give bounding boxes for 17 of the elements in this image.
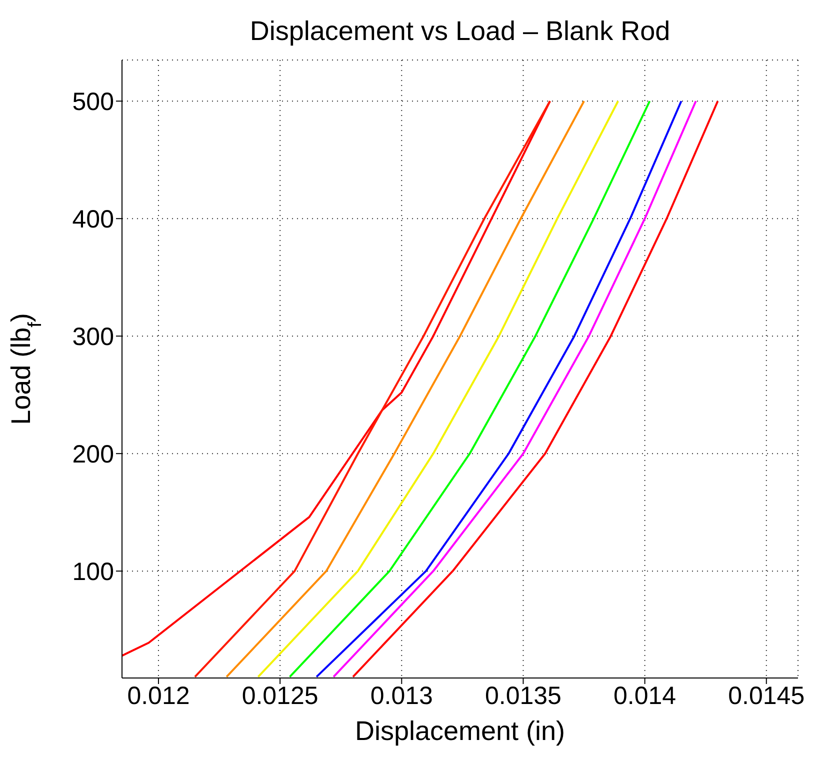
x-tick-label: 0.0135 bbox=[484, 682, 562, 710]
line-series bbox=[194, 100, 551, 678]
y-tick-label: 400 bbox=[72, 205, 114, 234]
x-tick-label: 0.0145 bbox=[728, 682, 805, 710]
x-tick-label: 0.014 bbox=[614, 682, 676, 710]
chart-title: Displacement vs Load – Blank Rod bbox=[248, 16, 672, 47]
line-series bbox=[226, 100, 586, 678]
x-axis-title: Displacement (in) bbox=[354, 716, 566, 746]
x-tick-label: 0.0125 bbox=[242, 682, 318, 710]
line-series bbox=[257, 100, 620, 678]
y-tick-label: 300 bbox=[72, 322, 114, 351]
line-series bbox=[122, 100, 551, 657]
y-tick-label: 200 bbox=[72, 440, 114, 468]
y-tick-label: 100 bbox=[72, 558, 114, 586]
x-tick-label: 0.013 bbox=[370, 682, 433, 710]
y-tick-label: 500 bbox=[72, 88, 114, 116]
x-tick-label: 0.012 bbox=[127, 682, 190, 710]
